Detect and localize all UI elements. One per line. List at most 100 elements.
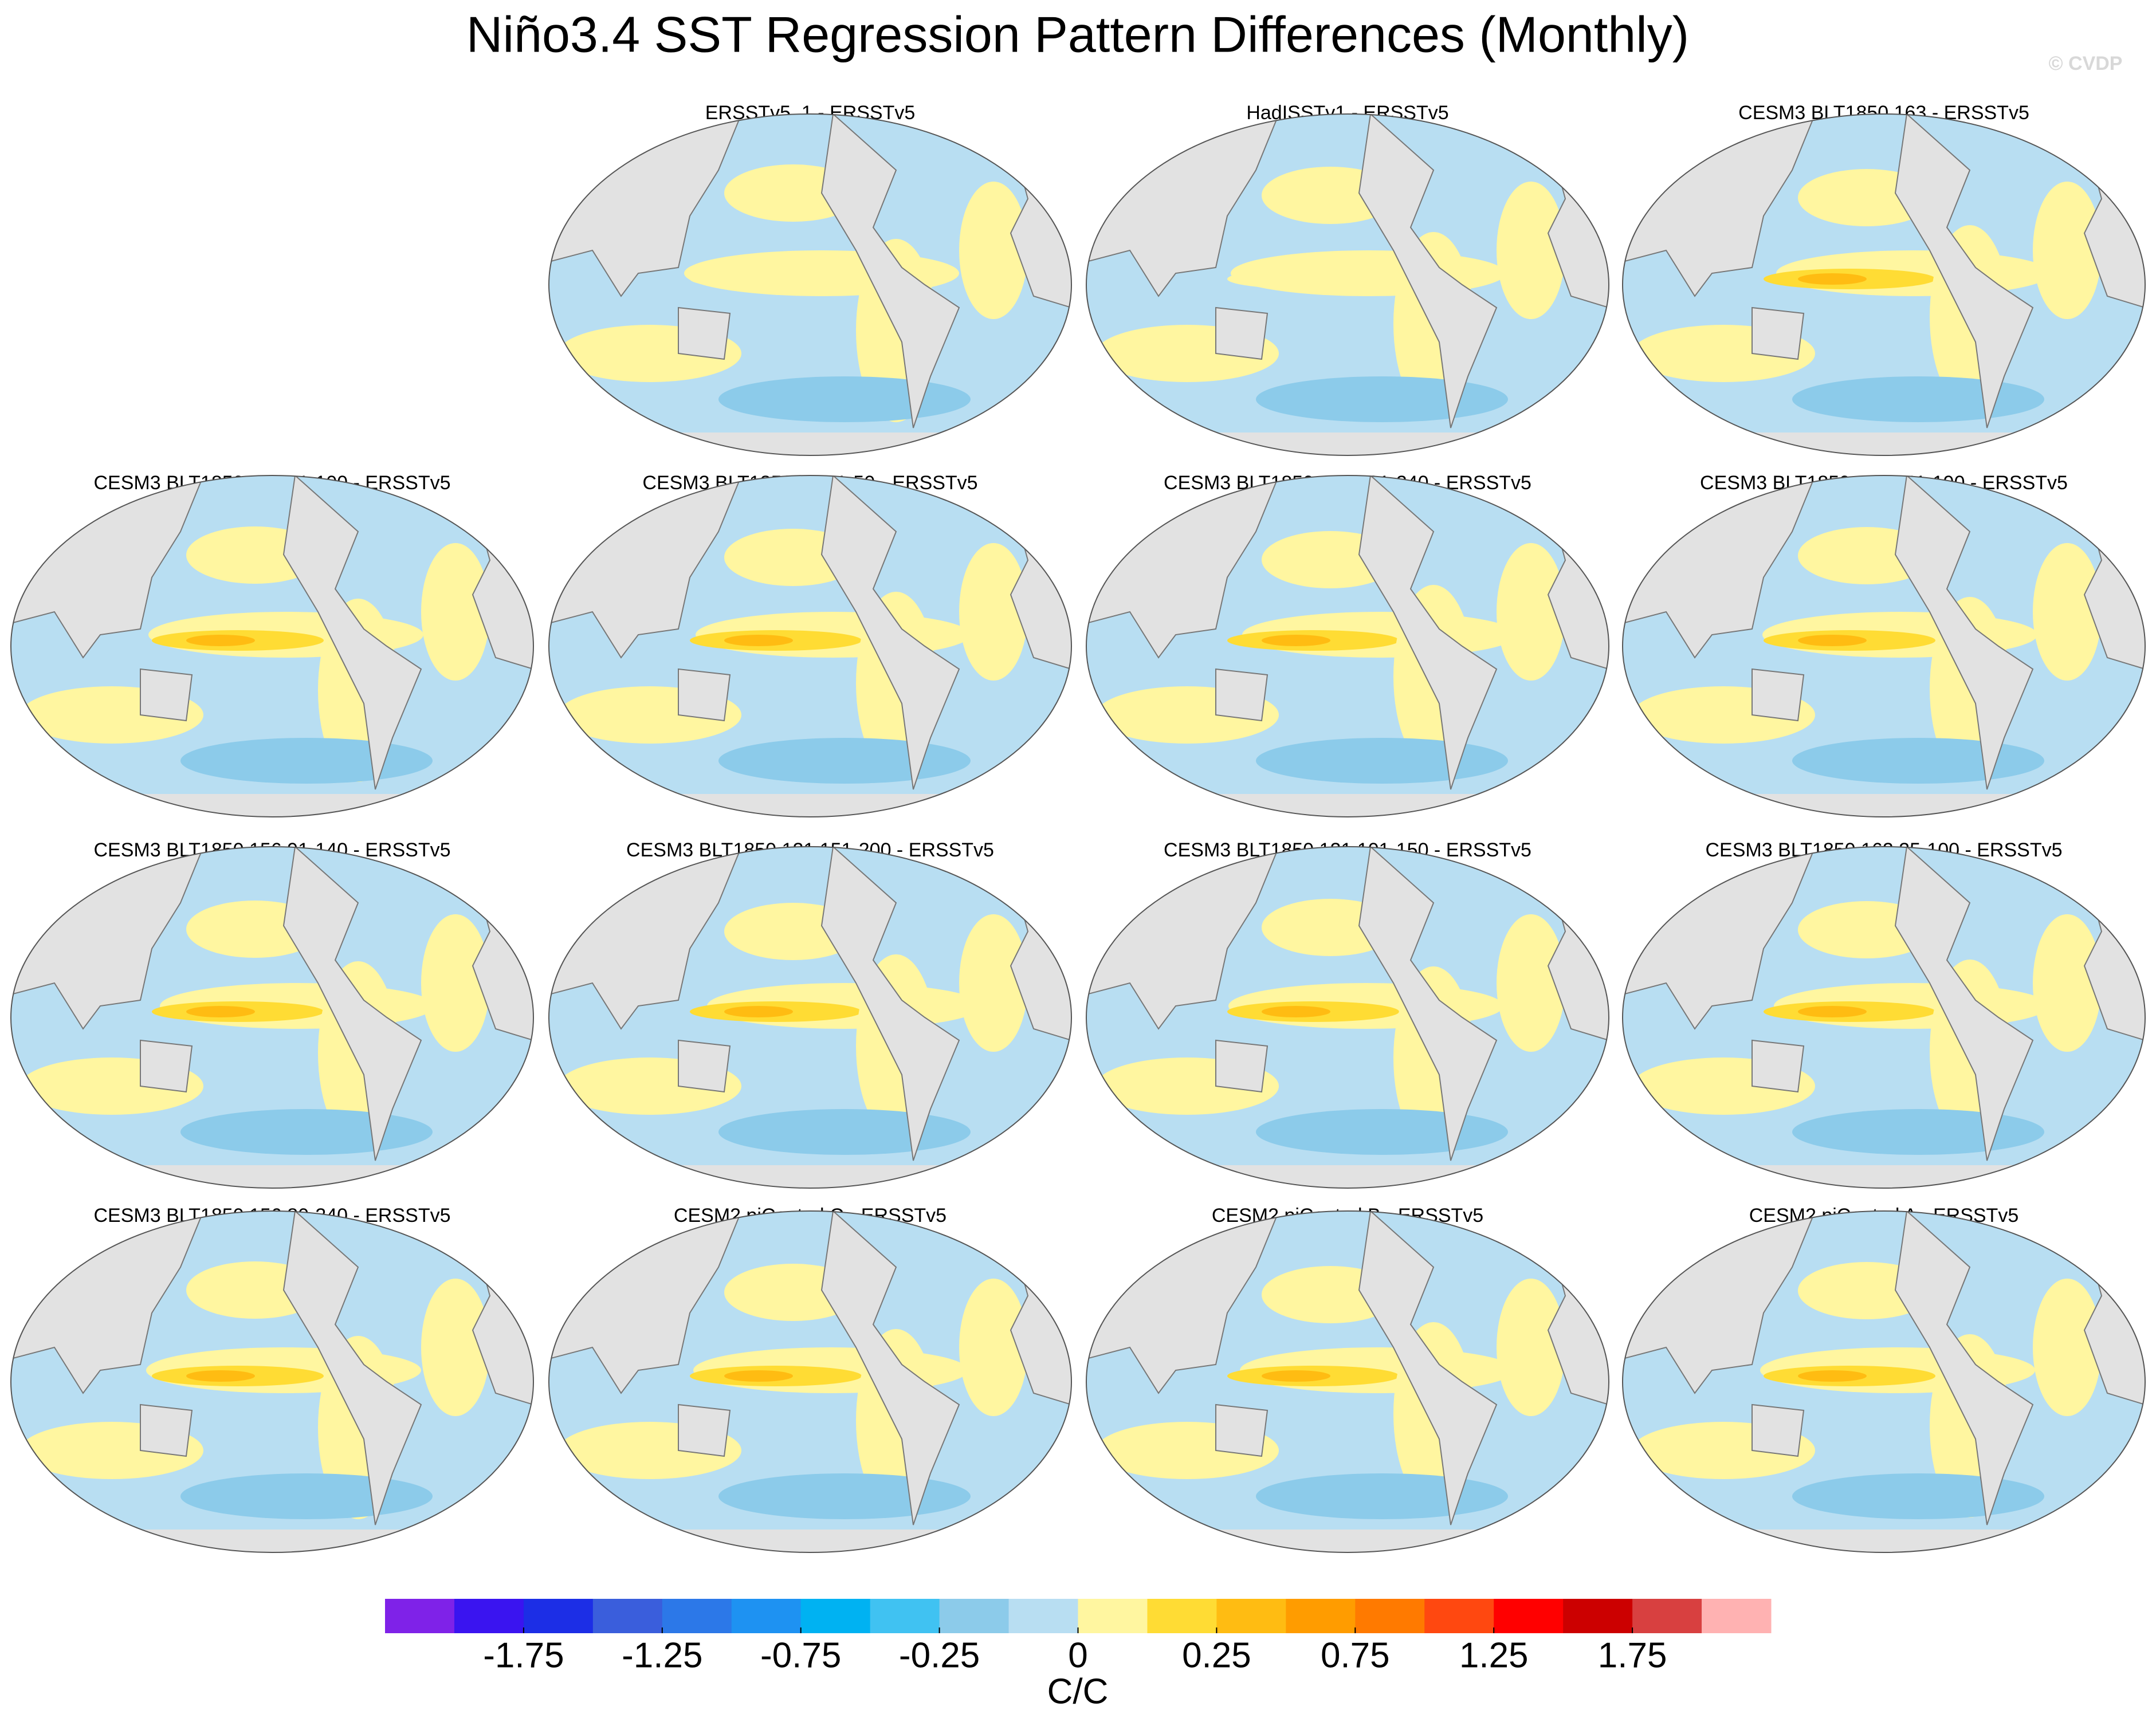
map-body [549,475,1071,817]
map-outline [1622,846,2146,1189]
land [678,1039,731,1093]
pattern [1497,543,1565,681]
map-outline [548,1210,1072,1553]
land [1894,475,2034,790]
land [820,847,960,1161]
map-body [11,1211,533,1552]
colorbar-swatch [592,1599,663,1633]
colorbar-swatch [1355,1599,1425,1633]
colorbar-tick-label: 0 [1068,1635,1087,1675]
land [1894,847,2034,1161]
land [1751,1403,1805,1457]
pattern [186,1370,255,1382]
pattern [186,635,255,646]
colorbar-swatch [1563,1599,1633,1633]
map-body [11,847,533,1188]
land [1215,1039,1269,1093]
pattern [180,1109,433,1155]
map-body [1086,847,1609,1188]
colorbar-tick-label: -0.75 [760,1635,841,1675]
colorbar-tick-label: 0.25 [1182,1635,1251,1675]
pattern [180,1473,433,1519]
pattern [2033,1279,2102,1416]
map-outline [1622,1210,2146,1553]
colorbar-swatch [1147,1599,1217,1633]
land [1751,668,1805,722]
map-body [1086,1211,1609,1552]
map-outline [548,846,1072,1189]
pattern [421,1279,490,1416]
land [1358,114,1498,428]
land [820,475,960,790]
pattern [1256,738,1508,784]
pattern [690,269,862,289]
map-body [1623,1211,2145,1552]
colorbar-swatch [1216,1599,1286,1633]
pattern [1792,738,2044,784]
pattern [1792,376,2044,422]
pattern [1497,914,1565,1052]
colorbar: -1.75 -1.25 -0.75 -0.25 0 0.25 0.75 1.25 1.75 C/C [385,1599,1772,1711]
pattern [724,1370,793,1382]
figure-title: Niño3.4 SST Regression Pattern Differenc… [466,6,1689,62]
map-panel: CESM3 BLT1850 162 51-100 - ERSSTv5 [10,472,534,817]
colorbar-swatch [800,1599,871,1633]
panels: ERSSTv5_1 - ERSSTv5 HadISSTv1 - ERSSTv5 CE… [10,102,2146,1553]
map-body [1623,475,2145,817]
land [1894,114,2034,428]
colorbar-swatch [1008,1599,1078,1633]
colorbar-swatch [662,1599,732,1633]
pattern [1497,182,1565,319]
land [140,668,193,722]
colorbar-swatch [385,1599,455,1633]
pattern [1792,1473,2044,1519]
land [1894,1211,2034,1526]
map-panel: CESM2 piControl C - ERSSTv5 [548,1205,1072,1553]
colorbar-swatch [454,1599,524,1633]
pattern [718,738,971,784]
pattern [180,738,433,784]
colorbar-swatch [1078,1599,1148,1633]
land [678,1403,731,1457]
land [820,114,960,428]
colorbar-tick-label: -1.25 [622,1635,702,1675]
pattern [1227,269,1399,289]
colorbar-swatch [870,1599,940,1633]
pattern [1792,1109,2044,1155]
colorbar-swatch [1702,1599,1772,1633]
colorbar-swatch [1632,1599,1702,1633]
map-body [549,847,1071,1188]
land [282,1211,422,1526]
pattern [1256,1473,1508,1519]
land [820,1211,960,1526]
colorbar-tick-label: 0.75 [1321,1635,1390,1675]
watermark: © CVDP [2049,53,2123,74]
map-outline [1622,475,2146,817]
map-outline [10,475,534,817]
map-body [11,475,533,817]
pattern [1256,376,1508,422]
pattern [1256,1109,1508,1155]
map-outline [1622,113,2146,456]
colorbar-swatch [1494,1599,1564,1633]
pattern [186,1006,255,1017]
land [282,475,422,790]
land [678,668,731,722]
land [282,847,422,1161]
land [1215,668,1269,722]
pattern [1798,1006,1867,1017]
map-panel: CESM2 piControl B - ERSSTv5 [1086,1205,1609,1553]
land [1751,1039,1805,1093]
land [140,1403,193,1457]
pattern [959,914,1028,1052]
pattern [959,1279,1028,1416]
land [1358,1211,1498,1526]
map-panel: CESM3 BLT1850 121 151-200 - ERSSTv5 [548,839,1072,1189]
pattern [421,543,490,681]
map-panel: ERSSTv5_1 - ERSSTv5 [548,102,1072,456]
map-panel: CESM3 BLT1850 156 141-190 - ERSSTv5 [1622,472,2146,817]
land [140,1039,193,1093]
map-outline [548,475,1072,817]
map-body [1086,114,1609,455]
